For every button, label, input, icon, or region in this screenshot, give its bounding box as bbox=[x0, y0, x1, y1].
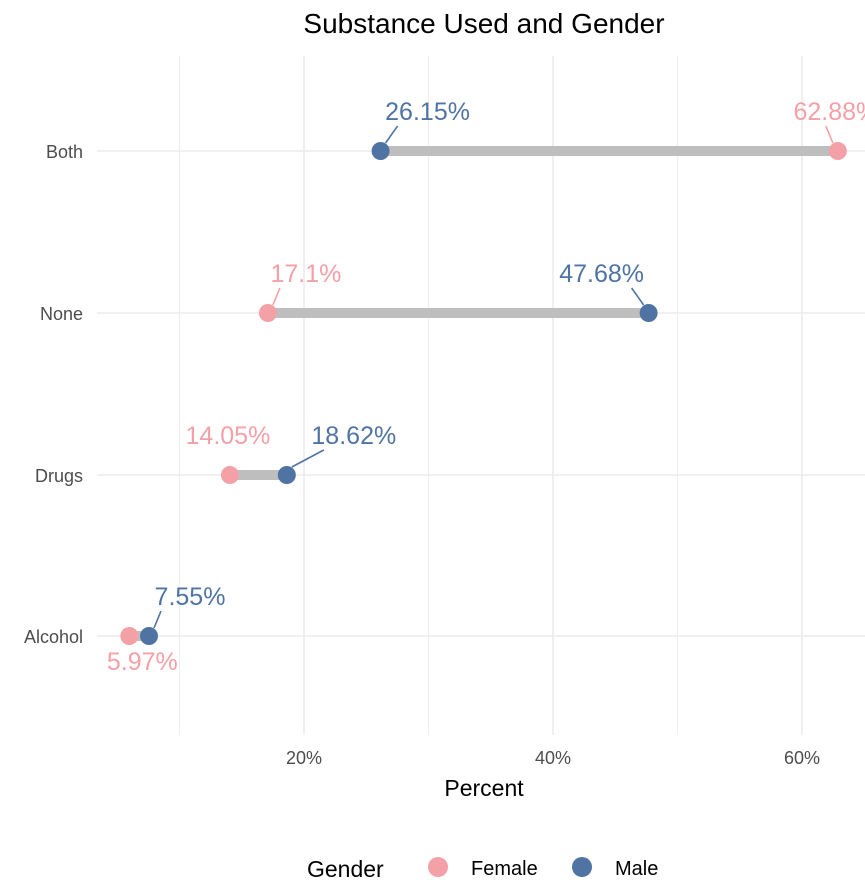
male-data-label: 47.68% bbox=[559, 260, 644, 288]
x-tick-label: 60% bbox=[784, 748, 820, 768]
data-labels: 5.97% 14.05% 17.1% 62.88% 7.55% 18.62% 47.68% 2… bbox=[107, 98, 865, 676]
male-point bbox=[371, 142, 390, 160]
label-leader-line bbox=[272, 287, 281, 306]
legend-key-male bbox=[572, 857, 592, 877]
y-tick-label: Both bbox=[46, 142, 83, 162]
x-tick-label: 40% bbox=[535, 748, 571, 768]
x-axis: 20% 40% 60% bbox=[286, 748, 820, 768]
label-leader-line bbox=[384, 125, 399, 144]
chart-title: Substance Used and Gender bbox=[303, 8, 664, 39]
female-point bbox=[220, 466, 239, 484]
data-points bbox=[120, 142, 847, 645]
label-leader-line bbox=[291, 449, 325, 468]
major-gridlines bbox=[97, 56, 865, 735]
legend-label-female: Female bbox=[471, 858, 538, 880]
label-leader-line bbox=[825, 125, 834, 144]
male-data-label: 26.15% bbox=[385, 98, 470, 126]
legend-label-male: Male bbox=[615, 858, 658, 880]
y-tick-label: None bbox=[40, 304, 83, 324]
female-point bbox=[258, 304, 277, 322]
female-data-label: 62.88% bbox=[793, 98, 865, 126]
female-data-label: 14.05% bbox=[186, 422, 271, 450]
y-axis: Alcohol Drugs None Both bbox=[24, 142, 83, 647]
minor-gridlines bbox=[178, 56, 679, 735]
dumbbell-segments bbox=[129, 146, 838, 641]
male-point bbox=[139, 627, 158, 645]
female-data-label: 5.97% bbox=[107, 648, 178, 676]
label-leader-line bbox=[153, 610, 162, 629]
legend-key-female bbox=[428, 857, 448, 877]
y-tick-label: Alcohol bbox=[24, 627, 83, 647]
male-data-label: 18.62% bbox=[311, 422, 396, 450]
male-data-label: 7.55% bbox=[155, 583, 226, 611]
female-point bbox=[828, 142, 847, 160]
label-leader-line bbox=[630, 287, 645, 306]
male-point bbox=[639, 304, 658, 322]
female-data-label: 17.1% bbox=[270, 260, 341, 288]
x-axis-title: Percent bbox=[444, 775, 524, 801]
male-point bbox=[277, 466, 296, 484]
y-tick-label: Drugs bbox=[35, 466, 83, 486]
x-tick-label: 20% bbox=[286, 748, 322, 768]
legend-title: Gender bbox=[307, 856, 384, 882]
legend: Gender Female Male bbox=[307, 856, 658, 882]
female-point bbox=[120, 627, 139, 645]
